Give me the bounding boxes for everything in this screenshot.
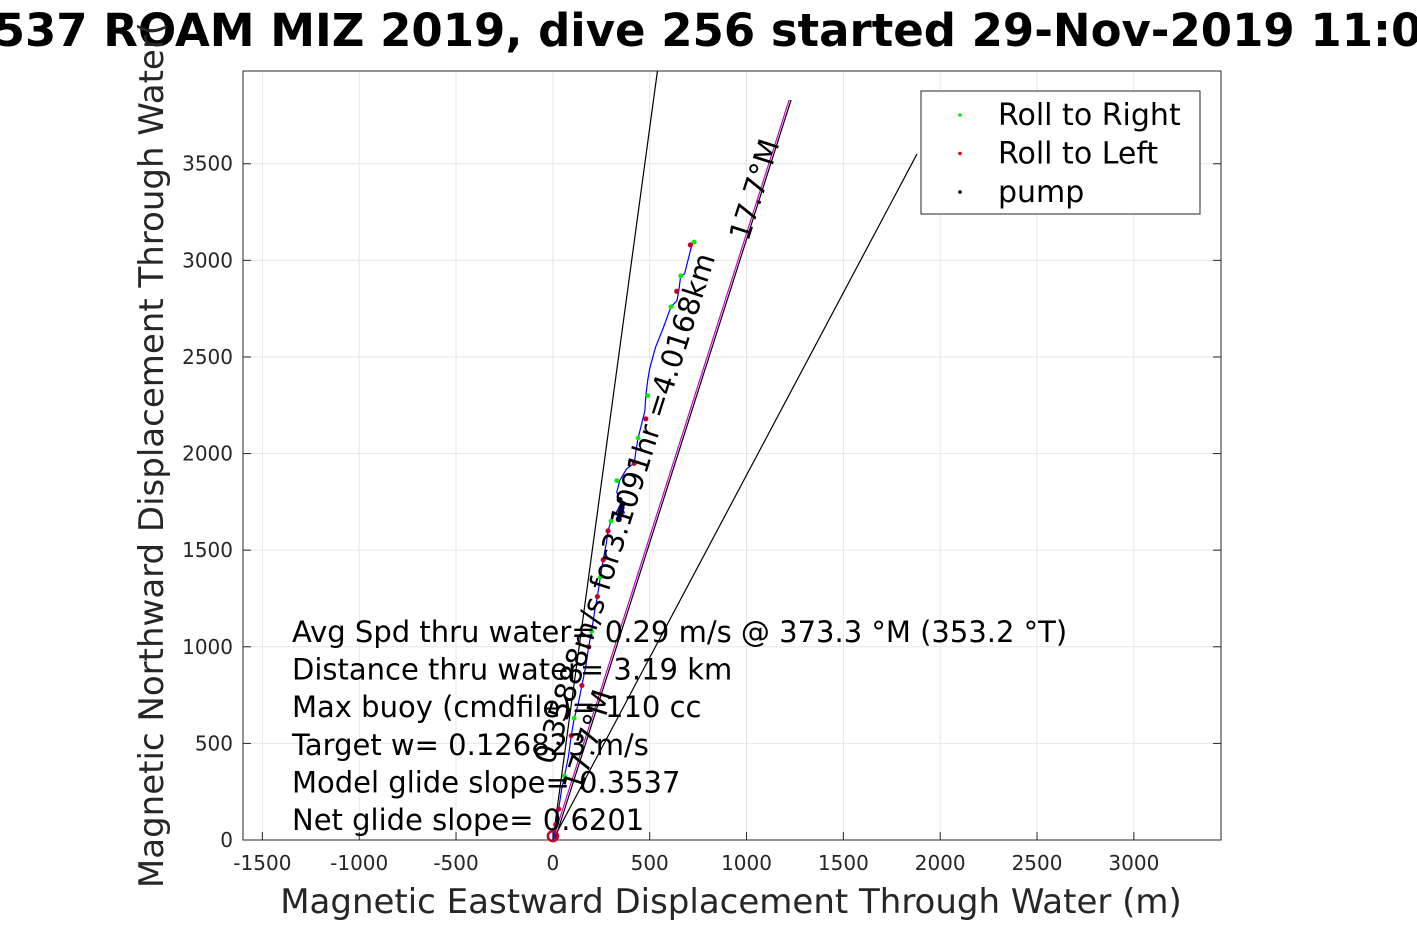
rotated-label: 17.7°M <box>722 135 786 245</box>
reference-line <box>552 70 659 841</box>
x-tick-label: 2000 <box>915 851 966 875</box>
roll-right-point <box>571 715 577 721</box>
annotation-line: Max buoy (cmdfile)= 110 cc <box>292 690 701 724</box>
roll-right-point <box>668 304 674 310</box>
roll-left-point <box>553 821 559 828</box>
roll-right-point <box>691 239 697 245</box>
reference-lines <box>552 70 918 841</box>
roll-right-point <box>635 435 641 441</box>
x-tick-label: 2500 <box>1012 851 1063 875</box>
x-tick-label: -500 <box>433 851 478 875</box>
y-tick-label: 0 <box>220 828 233 852</box>
legend-label: Roll to Right <box>998 98 1181 133</box>
roll-left-point <box>687 242 693 248</box>
annotation-line: Distance thru water= 3.19 km <box>292 653 732 687</box>
roll-left-point <box>568 733 574 739</box>
tick-labels: -1500 -1000 -500 0 500 1000 1500 2000 2500 3000 0 5… <box>182 152 1159 875</box>
roll-right-point <box>597 574 603 580</box>
x-tick-label: 1500 <box>818 851 869 875</box>
roll-left-point <box>594 593 601 600</box>
x-tick-label: 0 <box>546 851 559 875</box>
annotation-line: Avg Spd thru water= 0.29 m/s @ 373.3 °M … <box>292 615 1067 649</box>
roll-right-point <box>608 518 614 524</box>
y-tick-label: 2000 <box>182 442 233 466</box>
y-tick-label: 500 <box>195 731 233 755</box>
x-tick-label: -1500 <box>233 851 291 875</box>
plot-area-border <box>242 70 1222 841</box>
start-point <box>546 829 560 843</box>
roll-left-point <box>605 528 611 534</box>
legend-marker <box>958 151 962 156</box>
roll-right-point <box>614 478 620 484</box>
roll-left-point <box>579 682 585 689</box>
roll-left-point <box>631 460 637 466</box>
roll-right-point <box>562 773 567 779</box>
roll-left-point <box>586 644 592 650</box>
roll-left-point <box>674 288 680 294</box>
annotation-line: Model glide slope= 0.3537 <box>292 765 680 799</box>
y-tick-label: 3500 <box>182 152 233 176</box>
roll-right-point <box>645 393 651 399</box>
pump-point <box>616 496 623 503</box>
x-axis-label: Magnetic Eastward Displacement Through W… <box>280 882 1182 922</box>
roll-right-point <box>678 273 684 279</box>
roll-left-point <box>556 806 562 812</box>
markers <box>546 239 697 843</box>
y-tick-label: 3000 <box>182 248 233 272</box>
legend-label: Roll to Left <box>998 137 1158 172</box>
y-tick-label: 1000 <box>182 635 233 659</box>
y-axis-label: Magnetic Northward Displacement Through … <box>132 22 172 888</box>
pump-point <box>617 510 624 517</box>
legend-marker <box>958 113 962 117</box>
y-tick-label: 1500 <box>182 538 233 562</box>
annotation-line: Net glide slope= 0.6201 <box>292 803 644 837</box>
legend-box <box>920 90 1201 215</box>
annotation-line: Target w= 0.126823 m/s <box>291 728 649 762</box>
legend-marker <box>958 190 962 194</box>
chart-title: 537 ROAM MIZ 2019, dive 256 started 29-N… <box>0 4 1417 57</box>
x-tick-label: 1000 <box>721 851 772 875</box>
x-tick-label: 3000 <box>1108 851 1159 875</box>
roll-right-point <box>589 628 594 634</box>
x-tick-label: 500 <box>631 851 669 875</box>
roll-left-point <box>643 416 649 422</box>
x-tick-label: -1000 <box>330 851 388 875</box>
y-tick-label: 2500 <box>182 345 233 369</box>
reference-line <box>552 99 790 841</box>
reference-line <box>552 153 918 841</box>
legend-label: pump <box>998 175 1084 210</box>
reference-line <box>554 99 792 841</box>
annotations: Avg Spd thru water= 0.29 m/s @ 373.3 °M … <box>291 615 1067 837</box>
roll-left-point <box>600 557 606 563</box>
